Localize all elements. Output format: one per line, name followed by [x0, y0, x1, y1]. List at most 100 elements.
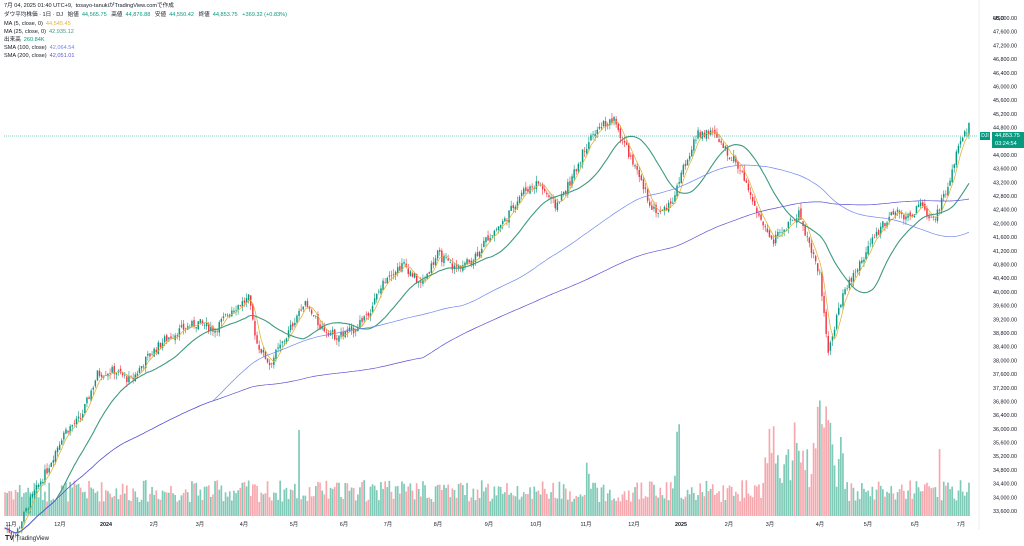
- volume-bar: [294, 483, 296, 516]
- volume-bar: [354, 500, 357, 516]
- candle-body: [56, 447, 59, 453]
- volume-bar: [193, 483, 195, 516]
- price-tick-label: 43,600.00: [993, 167, 1017, 173]
- candle-body: [178, 328, 181, 337]
- volume-bar: [107, 491, 109, 516]
- candle-body: [825, 311, 827, 334]
- volume-bar: [581, 496, 584, 516]
- candle-body: [128, 375, 130, 383]
- candle-body: [428, 272, 430, 274]
- candle-body: [951, 169, 953, 183]
- candle-body: [544, 188, 546, 192]
- candle-body: [733, 155, 735, 162]
- price-tick-label: 36,400.00: [993, 413, 1017, 419]
- candle-body: [327, 333, 330, 336]
- indicator-sma200[interactable]: SMA (200, close) 42,051.01: [4, 52, 77, 60]
- ma5-label[interactable]: MA (5, close, 0): [4, 21, 43, 27]
- volume-bar: [480, 480, 483, 516]
- candle-body: [724, 146, 727, 149]
- volume-bar: [226, 496, 229, 516]
- candle-body: [323, 327, 325, 332]
- volume-bar: [659, 487, 662, 516]
- candle-body: [959, 141, 962, 145]
- volume-bar: [730, 486, 733, 516]
- candle-body: [422, 279, 424, 284]
- time-tick-label: 11月: [6, 521, 17, 528]
- candle-body: [560, 194, 563, 201]
- volume-bar: [445, 487, 447, 516]
- volume-bar: [720, 501, 722, 516]
- candle-body: [103, 376, 105, 378]
- volume-bar: [273, 492, 275, 516]
- volume-bar: [142, 480, 145, 516]
- volume-bar: [228, 491, 231, 516]
- sma200-label[interactable]: SMA (200, close): [4, 53, 47, 59]
- volume-bar: [466, 482, 468, 516]
- volume-bar: [800, 462, 802, 516]
- volume-bar: [892, 493, 895, 516]
- volume-bar: [67, 501, 69, 516]
- candle-body: [441, 250, 443, 262]
- candle-body: [237, 305, 239, 310]
- candle-body: [625, 142, 628, 145]
- candle-body: [239, 305, 241, 307]
- candle-body: [69, 426, 71, 433]
- volume-bar: [214, 481, 216, 516]
- volume-bar: [436, 484, 439, 516]
- volume-bar: [562, 484, 565, 516]
- time-axis[interactable]: 11月 12月 2024 2月 3月 4月 5月 6月 7月 8月 9月 10月 11月 12月 2025 2…: [6, 521, 966, 528]
- candle-body: [350, 326, 353, 330]
- volume-bar: [787, 449, 790, 516]
- volume-bar: [852, 487, 855, 516]
- volume-bar: [707, 491, 710, 516]
- candle-body: [964, 131, 966, 137]
- candle-body: [854, 271, 857, 273]
- ma25-label[interactable]: MA (25, close, 0): [4, 29, 46, 35]
- volume-bar: [457, 484, 460, 516]
- volume-bar: [325, 480, 328, 516]
- candle-body: [485, 237, 487, 243]
- volume-bar: [233, 490, 235, 516]
- volume-bar: [115, 488, 118, 516]
- volume-bar: [724, 500, 727, 516]
- candle-body: [264, 351, 267, 359]
- candle-body: [40, 482, 42, 485]
- volume-bar: [911, 498, 914, 516]
- volume-bar: [764, 457, 767, 516]
- indicator-volume[interactable]: 出来高 260.84K: [4, 36, 48, 44]
- tradingview-brand[interactable]: TV TradingView: [5, 535, 49, 542]
- sma100-label[interactable]: SMA (100, close): [4, 45, 47, 51]
- candle-body: [747, 183, 750, 191]
- volume-bar: [424, 485, 426, 516]
- candle-body: [617, 123, 619, 130]
- countdown-tag: 03:24:54: [992, 140, 1024, 148]
- candle-body: [619, 128, 622, 139]
- volume-bar: [592, 482, 594, 516]
- volume-bar: [12, 499, 15, 516]
- candle-body: [390, 275, 393, 277]
- price-tick-label: 44,800.00: [993, 126, 1017, 132]
- indicator-sma100[interactable]: SMA (100, close) 42,064.54: [4, 44, 77, 52]
- candle-body: [65, 429, 67, 434]
- candle-body: [33, 490, 36, 496]
- time-tick-label: 8月: [434, 521, 442, 528]
- candle-body: [397, 267, 399, 274]
- volume-bar: [690, 487, 693, 516]
- candle-body: [663, 206, 666, 211]
- volume-bar: [646, 497, 649, 516]
- price-tick-label: 40,400.00: [993, 276, 1017, 282]
- symbol-title[interactable]: ダウ平均株価 · 1日 · DJ: [4, 12, 64, 18]
- candle-body: [903, 214, 905, 220]
- symbol-ohlc-row[interactable]: ダウ平均株価 · 1日 · DJ 始値 44,565.75 高値 44,876.88…: [4, 11, 290, 19]
- volume-label[interactable]: 出来高: [4, 37, 21, 43]
- indicator-ma5[interactable]: MA (5, close, 0) 44,545.45: [4, 20, 74, 28]
- volume-bar: [537, 490, 540, 516]
- indicator-ma25[interactable]: MA (25, close, 0) 42,935.12: [4, 28, 77, 36]
- volume-bar: [262, 494, 265, 516]
- volume-bar: [382, 488, 384, 516]
- candle-body: [302, 306, 304, 310]
- price-tick-label: 37,200.00: [993, 386, 1017, 392]
- candle-body: [275, 349, 277, 360]
